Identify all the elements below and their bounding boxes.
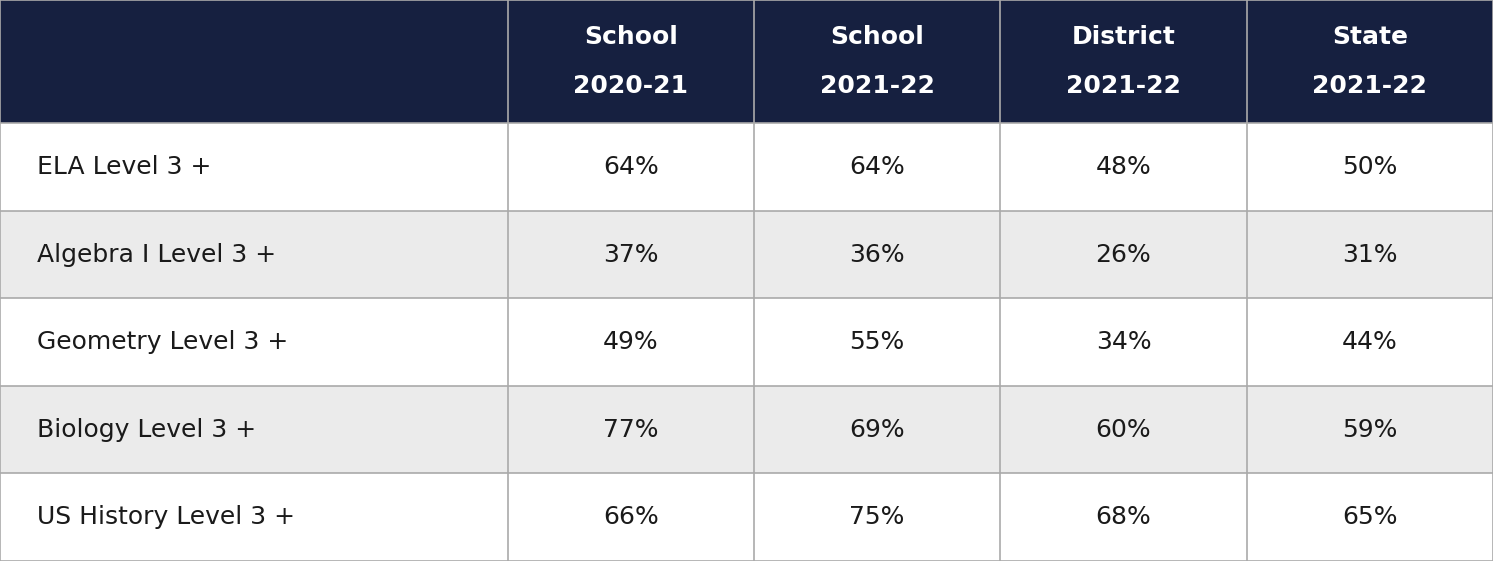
Bar <box>754 211 1000 298</box>
Text: 37%: 37% <box>603 243 658 266</box>
Bar <box>0 386 508 473</box>
Bar <box>0 298 508 386</box>
Bar <box>0 123 508 211</box>
Text: State: State <box>1332 25 1408 49</box>
Text: 36%: 36% <box>850 243 905 266</box>
Text: 48%: 48% <box>1096 155 1151 179</box>
Bar <box>754 298 1000 386</box>
Text: US History Level 3 +: US History Level 3 + <box>37 505 296 529</box>
Bar <box>1247 0 1493 123</box>
Text: School: School <box>830 25 924 49</box>
Text: 66%: 66% <box>603 505 658 529</box>
Text: 77%: 77% <box>603 418 658 442</box>
Text: Biology Level 3 +: Biology Level 3 + <box>37 418 257 442</box>
Text: 69%: 69% <box>850 418 905 442</box>
Bar <box>1000 211 1247 298</box>
Text: 50%: 50% <box>1342 155 1397 179</box>
Bar <box>1247 211 1493 298</box>
Text: 2020-21: 2020-21 <box>573 75 688 98</box>
Bar <box>508 211 754 298</box>
Bar <box>508 298 754 386</box>
Bar <box>1000 123 1247 211</box>
Text: 64%: 64% <box>603 155 658 179</box>
Bar <box>1000 386 1247 473</box>
Bar <box>1000 298 1247 386</box>
Bar <box>0 473 508 561</box>
Bar <box>508 473 754 561</box>
Text: 55%: 55% <box>850 330 905 354</box>
Text: 75%: 75% <box>850 505 905 529</box>
Text: School: School <box>584 25 678 49</box>
Text: 44%: 44% <box>1342 330 1397 354</box>
Text: District: District <box>1072 25 1175 49</box>
Text: 60%: 60% <box>1096 418 1151 442</box>
Text: 2021-22: 2021-22 <box>1066 75 1181 98</box>
Bar <box>1247 473 1493 561</box>
Text: Geometry Level 3 +: Geometry Level 3 + <box>37 330 288 354</box>
Bar <box>754 473 1000 561</box>
Text: 2021-22: 2021-22 <box>1312 75 1427 98</box>
Bar <box>1247 386 1493 473</box>
Bar <box>0 0 508 123</box>
Text: Algebra I Level 3 +: Algebra I Level 3 + <box>37 243 276 266</box>
Text: 2021-22: 2021-22 <box>820 75 935 98</box>
Text: 49%: 49% <box>603 330 658 354</box>
Text: 34%: 34% <box>1096 330 1151 354</box>
Bar <box>1247 298 1493 386</box>
Bar <box>508 0 754 123</box>
Text: 64%: 64% <box>850 155 905 179</box>
Text: 59%: 59% <box>1342 418 1397 442</box>
Text: 26%: 26% <box>1096 243 1151 266</box>
Bar <box>1000 473 1247 561</box>
Bar <box>0 211 508 298</box>
Bar <box>508 123 754 211</box>
Text: ELA Level 3 +: ELA Level 3 + <box>37 155 212 179</box>
Bar <box>1000 0 1247 123</box>
Bar <box>508 386 754 473</box>
Text: 31%: 31% <box>1342 243 1397 266</box>
Text: 65%: 65% <box>1342 505 1397 529</box>
Bar <box>754 123 1000 211</box>
Bar <box>1247 123 1493 211</box>
Bar <box>754 386 1000 473</box>
Bar <box>754 0 1000 123</box>
Text: 68%: 68% <box>1096 505 1151 529</box>
